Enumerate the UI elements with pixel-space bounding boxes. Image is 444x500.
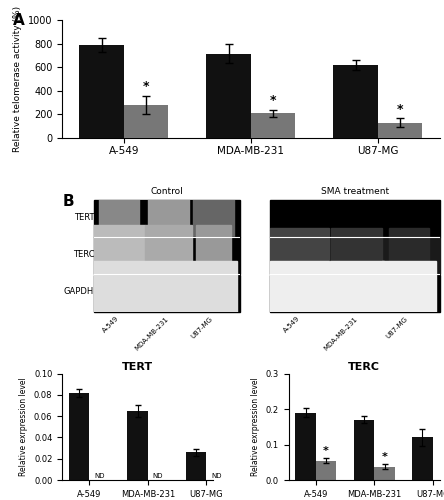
Text: MDA-MB-231: MDA-MB-231 <box>134 316 170 352</box>
Bar <box>194 190 234 246</box>
Bar <box>196 225 231 287</box>
Text: ND: ND <box>211 474 222 480</box>
Text: A-549: A-549 <box>102 316 120 334</box>
Bar <box>251 114 295 138</box>
Y-axis label: Relative exrpression level: Relative exrpression level <box>251 378 260 476</box>
Text: *: * <box>323 446 329 456</box>
Bar <box>186 452 206 480</box>
Title: TERT: TERT <box>122 362 153 372</box>
Text: U87-MG: U87-MG <box>190 316 214 340</box>
Bar <box>99 190 139 246</box>
Bar <box>333 65 378 138</box>
Text: *: * <box>143 80 149 93</box>
Title: TERC: TERC <box>348 362 380 372</box>
Bar <box>316 460 337 480</box>
Bar <box>94 275 240 312</box>
Bar <box>206 54 251 138</box>
Bar <box>94 261 145 326</box>
Bar <box>270 261 329 326</box>
Bar <box>270 200 440 237</box>
Bar <box>270 228 329 284</box>
Text: B: B <box>62 194 74 209</box>
Bar <box>145 225 192 287</box>
Text: TERC: TERC <box>72 250 94 260</box>
Text: MDA-MB-231: MDA-MB-231 <box>322 316 358 352</box>
Bar <box>124 105 168 138</box>
Text: SMA treatment: SMA treatment <box>321 188 389 196</box>
Bar <box>270 238 440 275</box>
Bar <box>389 228 429 284</box>
Bar <box>127 411 148 480</box>
Bar <box>331 228 382 284</box>
Bar <box>145 261 192 326</box>
Text: A-549: A-549 <box>282 316 301 334</box>
Bar <box>329 261 384 326</box>
Text: TERT: TERT <box>74 214 94 222</box>
Bar <box>354 420 374 480</box>
Bar <box>374 466 395 480</box>
Bar <box>94 238 240 275</box>
Bar <box>69 393 89 480</box>
Text: Control: Control <box>151 188 183 196</box>
Text: *: * <box>270 94 276 108</box>
Y-axis label: Relative telomerase activity (%): Relative telomerase activity (%) <box>13 6 22 152</box>
Text: *: * <box>397 102 404 116</box>
Text: U87-MG: U87-MG <box>385 316 409 340</box>
Y-axis label: Relative exrpression level: Relative exrpression level <box>20 378 28 476</box>
Bar <box>412 438 433 480</box>
Text: ND: ND <box>95 474 105 480</box>
Bar <box>382 261 436 326</box>
Bar <box>295 412 316 480</box>
Text: *: * <box>381 452 388 462</box>
Bar <box>79 45 124 138</box>
Bar <box>270 275 440 312</box>
Text: ND: ND <box>153 474 163 480</box>
Bar <box>148 190 189 246</box>
Text: A: A <box>13 13 25 28</box>
Bar <box>190 261 237 326</box>
Bar <box>94 200 240 237</box>
Bar <box>378 122 422 138</box>
Text: GAPDH: GAPDH <box>64 288 94 296</box>
Bar <box>94 225 145 287</box>
